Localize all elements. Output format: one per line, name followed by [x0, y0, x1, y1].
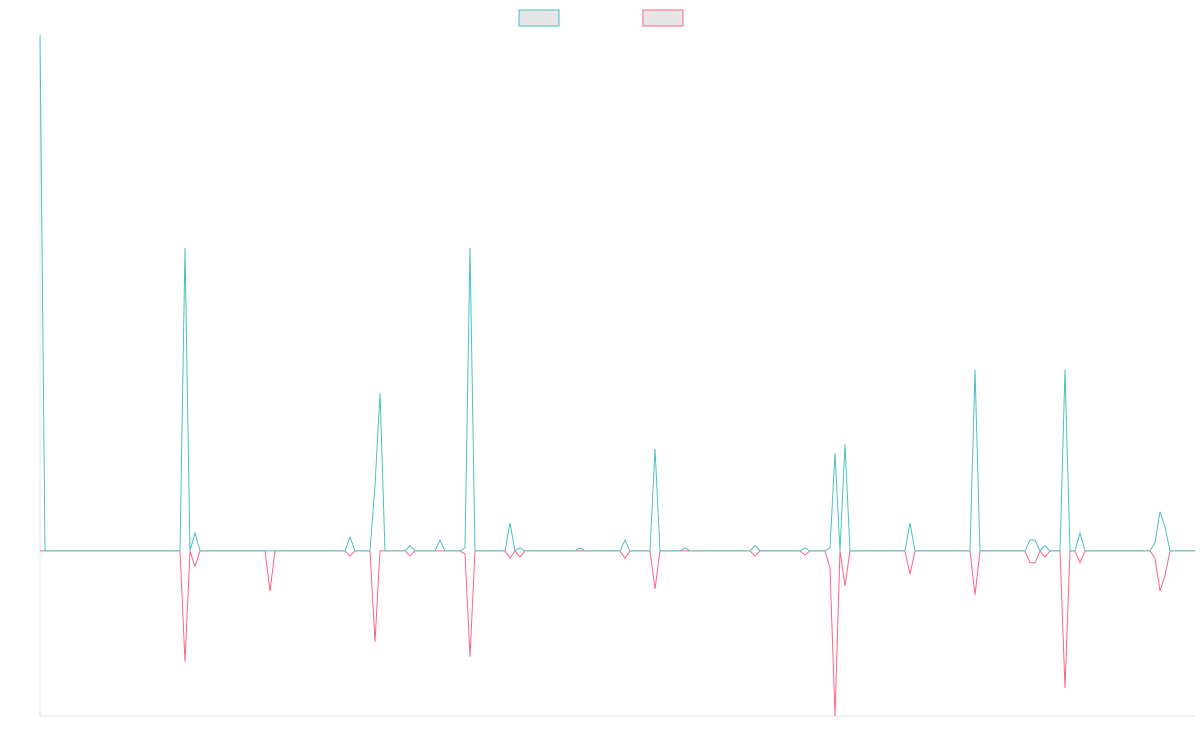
- series-line: [39, 34, 1195, 552]
- series-line: [40, 549, 1195, 717]
- legend-swatch[interactable]: [642, 9, 684, 27]
- legend-swatch[interactable]: [518, 9, 560, 27]
